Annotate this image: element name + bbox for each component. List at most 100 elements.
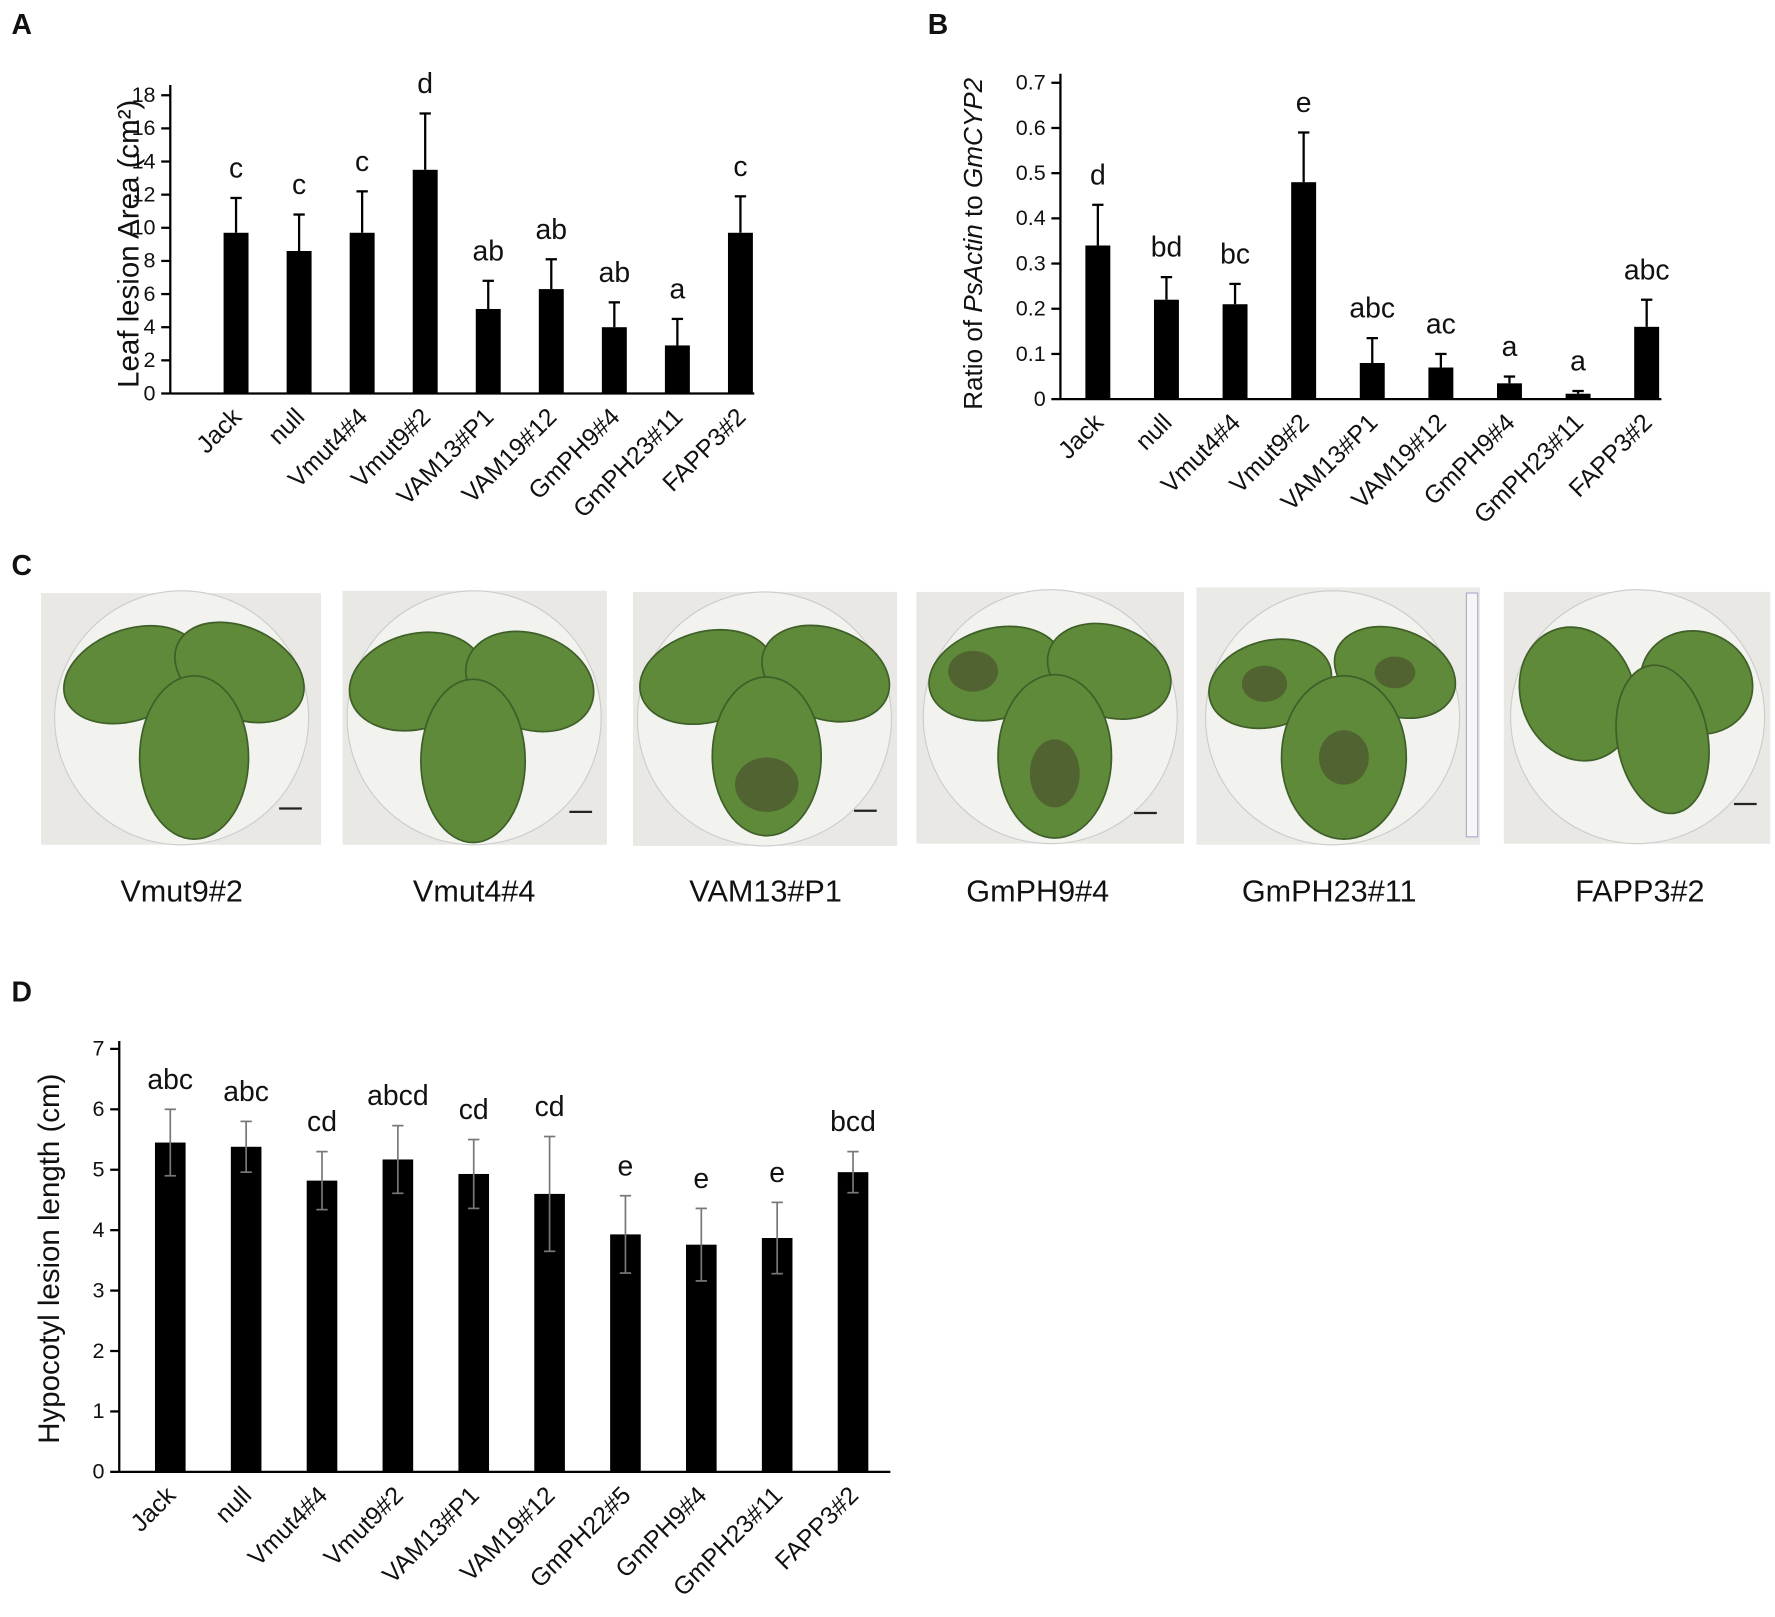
y-tick-label: 0.6 [1016, 116, 1046, 140]
photo-label: VAM13#P1 [689, 874, 842, 908]
annotation: c [229, 153, 243, 185]
annotation: cd [459, 1094, 489, 1126]
error-bar [1572, 389, 1584, 394]
error-bar [356, 190, 368, 233]
bar [306, 1180, 338, 1472]
y-tick-label: 7 [93, 1037, 105, 1061]
bar [223, 232, 249, 394]
annotation: abcd [367, 1080, 428, 1112]
y-tick-label: 5 [93, 1158, 105, 1182]
y-tick-label: 3 [93, 1278, 105, 1302]
y-axis-label-part: Ratio of [958, 313, 988, 410]
x-tick-label: Jack [191, 402, 247, 458]
annotation: a [1570, 346, 1586, 378]
annotation: e [618, 1150, 634, 1182]
y-tick-label: 2 [144, 348, 156, 372]
y-tick-label: 12 [132, 182, 156, 206]
error-bar [392, 1124, 404, 1195]
bar [412, 169, 438, 394]
bar [154, 1142, 186, 1472]
bar [761, 1238, 793, 1472]
annotation: a [1502, 331, 1518, 363]
y-tick-label: 0 [93, 1460, 105, 1484]
error-bar [734, 195, 747, 233]
bar [1428, 367, 1454, 400]
y-tick-label: 4 [144, 315, 156, 339]
annotation: ab [472, 235, 504, 267]
x-tick-label: null [210, 1481, 257, 1528]
y-tick-label: 0.7 [1016, 71, 1046, 95]
bar [1359, 362, 1385, 400]
annotation: e [693, 1163, 709, 1195]
y-tick-label: 6 [93, 1097, 105, 1121]
error-bar [1503, 375, 1516, 384]
y-tick-label: 0.4 [1016, 206, 1046, 230]
x-tick-label: null [263, 403, 310, 450]
y-tick-label: 0.3 [1016, 251, 1046, 275]
x-tick-label: FAPP3#2 [770, 1481, 864, 1575]
error-bar [1641, 298, 1653, 327]
photo [342, 590, 607, 846]
annotation: a [669, 274, 685, 306]
photo-label: Vmut9#2 [120, 874, 243, 908]
error-bar [545, 258, 557, 290]
photo [1196, 587, 1480, 846]
y-tick-label: 4 [93, 1218, 105, 1242]
error-bar [240, 1120, 252, 1174]
error-bar [1160, 275, 1173, 300]
photo [41, 590, 322, 846]
bar [349, 232, 375, 394]
error-bar [468, 1138, 480, 1210]
bar [1153, 299, 1179, 400]
error-bar [1435, 352, 1447, 368]
y-tick-label: 1 [93, 1399, 105, 1423]
annotation: abc [147, 1064, 193, 1096]
annotation: cd [535, 1091, 565, 1123]
annotation: c [292, 169, 306, 201]
y-axis-label: Ratio of PsActin to GmCYP2 [958, 77, 988, 409]
panel-label: B [928, 9, 948, 41]
bar [837, 1172, 869, 1472]
annotation: d [417, 68, 433, 100]
x-tick-label: null [1130, 409, 1177, 456]
y-tick-label: 16 [132, 116, 156, 140]
error-bar [1092, 203, 1104, 246]
annotation: abc [223, 1076, 269, 1108]
y-tick-label: 10 [132, 216, 156, 240]
annotation: cd [307, 1106, 337, 1138]
y-axis-label: Hypocotyl lesion length (cm) [33, 1074, 66, 1444]
annotation: e [769, 1157, 785, 1189]
y-tick-label: 0.1 [1016, 342, 1046, 366]
error-bar [1366, 336, 1378, 363]
error-bar [293, 213, 305, 251]
photo-label: FAPP3#2 [1575, 874, 1704, 908]
annotation: abc [1624, 254, 1670, 286]
annotation: bd [1151, 232, 1183, 264]
panel-label: C [12, 550, 32, 582]
annotation: bcd [830, 1106, 876, 1138]
photo-label: GmPH23#11 [1242, 874, 1417, 908]
annotation: ac [1426, 309, 1456, 341]
y-tick-label: 0 [1034, 387, 1046, 411]
y-tick-label: 14 [132, 149, 156, 173]
bar [664, 345, 690, 394]
photo-label: Vmut4#4 [413, 874, 536, 908]
annotation: ab [536, 214, 568, 246]
bar [727, 232, 753, 394]
y-tick-label: 2 [93, 1339, 105, 1363]
error-bar [230, 196, 242, 233]
error-bar [482, 279, 494, 309]
annotation: c [355, 146, 369, 178]
error-bar [543, 1135, 556, 1253]
error-bar [1297, 131, 1310, 183]
annotation: abc [1349, 293, 1395, 325]
error-bar [419, 112, 431, 170]
annotation: e [1296, 87, 1312, 119]
error-bar [847, 1150, 859, 1194]
y-tick-label: 6 [144, 282, 156, 306]
panel-label: A [12, 9, 32, 41]
bar [685, 1244, 717, 1472]
panel-label: D [12, 976, 32, 1008]
annotation: c [733, 151, 747, 183]
